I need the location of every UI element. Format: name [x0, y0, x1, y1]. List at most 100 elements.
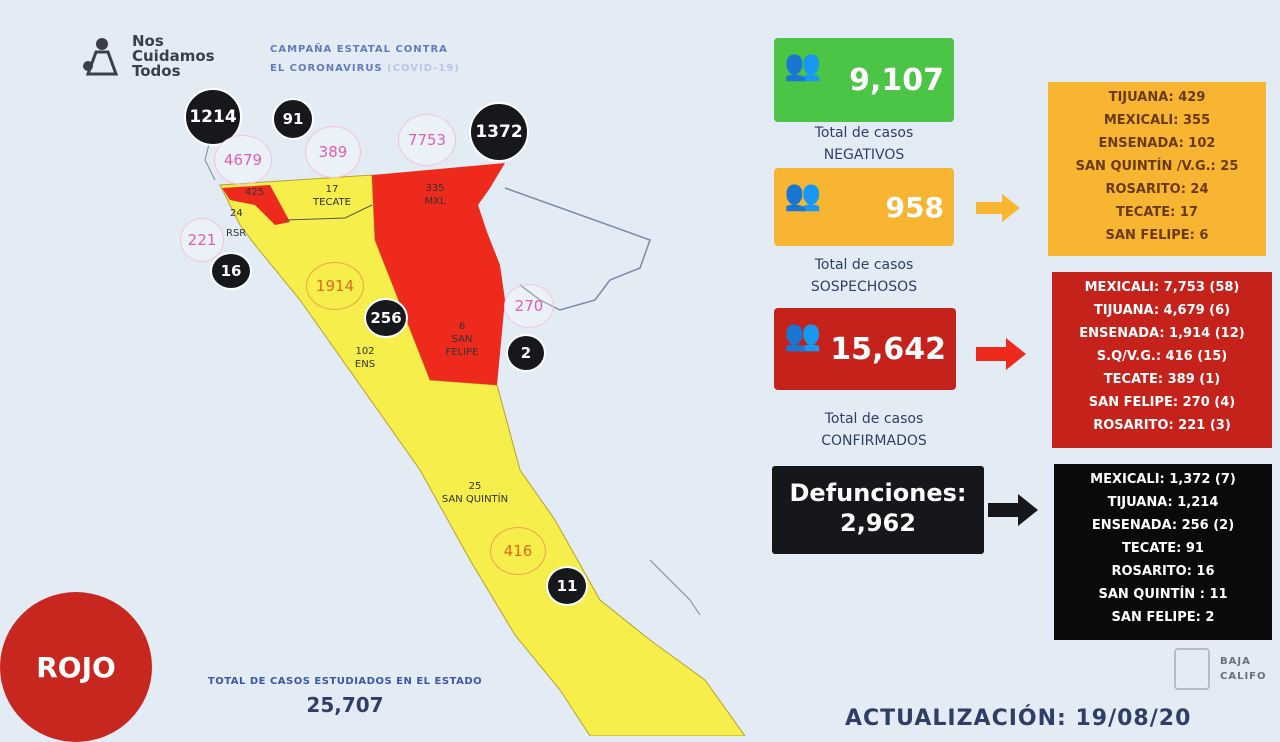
- people-icon: 👥: [784, 48, 822, 83]
- logo-text: Nos Cuidamos Todos: [132, 34, 215, 79]
- label-name: MXL: [424, 196, 446, 207]
- map-label-rosarito-num: 24: [230, 208, 243, 219]
- caption-line: Total de casos: [814, 257, 914, 273]
- death-bubble-san-quintin: 11: [546, 566, 588, 606]
- confirmed-by-city-list: MEXICALI: 7,753 (58) TIJUANA: 4,679 (6) …: [1052, 272, 1272, 448]
- list-item: ENSENADA: 102: [1098, 136, 1216, 151]
- map-label-san-quintin: 25 SAN QUINTÍN: [425, 480, 525, 506]
- confirmed-bubble-tecate: 389: [305, 126, 361, 178]
- update-date: ACTUALIZACIÓN: 19/08/20: [845, 706, 1192, 731]
- confirmed-bubble-mexicali: 7753: [398, 114, 456, 166]
- death-bubble-mexicali: 1372: [469, 102, 529, 162]
- list-item: ENSENADA: 256 (2): [1091, 518, 1235, 533]
- confirmed-value: 15,642: [830, 331, 946, 367]
- suspected-by-city-list: TIJUANA: 429 MEXICALI: 355 ENSENADA: 102…: [1048, 82, 1266, 256]
- map-region-mexicali: [372, 163, 505, 385]
- total-studied: TOTAL DE CASOS ESTUDIADOS EN EL ESTADO 2…: [190, 676, 500, 717]
- label-name: SAN QUINTÍN: [441, 494, 509, 505]
- death-bubble-san-felipe: 2: [506, 334, 546, 372]
- map-label-tecate: 17 TECATE: [310, 183, 354, 209]
- nos-cuidamos-logo-icon: [80, 34, 124, 76]
- list-item: TIJUANA: 429: [1108, 90, 1206, 105]
- people-icon: 👥: [784, 318, 822, 353]
- label-num: 25: [468, 481, 482, 492]
- list-item: TIJUANA: 1,214: [1107, 495, 1219, 510]
- list-item: ROSARITO: 24: [1105, 182, 1209, 197]
- state-logo-line: CALIFO: [1220, 671, 1267, 682]
- caption-line: Total de casos: [814, 125, 914, 141]
- list-item: ROSARITO: 16: [1111, 564, 1215, 579]
- label-num: 102: [355, 346, 375, 357]
- total-studied-label: TOTAL DE CASOS ESTUDIADOS EN EL ESTADO: [207, 676, 483, 687]
- label-name: TECATE: [313, 197, 351, 208]
- list-item: S.Q/V.G.: 416 (15): [1096, 349, 1228, 364]
- map-label-tijuana: 425: [245, 187, 265, 198]
- list-item: SAN FELIPE: 6: [1105, 228, 1209, 243]
- deaths-value: 2,962: [840, 509, 916, 537]
- confirmed-bubble-ensenada: 1914: [306, 262, 364, 310]
- map-island: [649, 559, 701, 616]
- list-item: ENSENADA: 1,914 (12): [1079, 326, 1245, 341]
- label-name: SAN FELIPE: [445, 334, 479, 358]
- caption-line: CONFIRMADOS: [821, 433, 927, 449]
- confirmed-cases-box: 👥 15,642: [774, 308, 956, 390]
- map-label-mexicali: 335 MXL: [415, 182, 455, 208]
- map-region-tijuana: [222, 185, 290, 225]
- map-line-tecate: [284, 204, 373, 221]
- map-label-ensenada: 102 ENS: [350, 345, 380, 371]
- list-item: SAN QUINTÍN /V.G.: 25: [1075, 159, 1239, 174]
- baja-california-seal-icon: [1174, 648, 1210, 690]
- state-logo-text: BAJA CALIFO: [1220, 654, 1267, 684]
- logo-line: Todos: [132, 62, 181, 80]
- suspected-caption: Total de casos SOSPECHOSOS: [774, 254, 954, 298]
- negative-cases-box: 👥 9,107: [774, 38, 954, 122]
- campaign-line2: EL CORONAVIRUS: [270, 63, 383, 74]
- list-item: TECATE: 17: [1116, 205, 1198, 220]
- death-bubble-rosarito: 16: [210, 252, 252, 290]
- confirmed-bubble-san-felipe: 270: [504, 284, 554, 328]
- confirmed-caption: Total de casos CONFIRMADOS: [774, 408, 974, 452]
- map-label-san-felipe: 6 SAN FELIPE: [432, 320, 492, 359]
- label-name: ENS: [354, 359, 376, 370]
- list-item: SAN FELIPE: 270 (4): [1088, 395, 1236, 410]
- death-bubble-ensenada: 256: [364, 298, 408, 338]
- list-item: SAN FELIPE: 2: [1111, 610, 1215, 625]
- deaths-box: Defunciones: 2,962: [772, 466, 984, 554]
- people-icon: 👥: [784, 178, 822, 213]
- campaign-tag: (COVID-19): [387, 63, 460, 74]
- list-item: TECATE: 389 (1): [1103, 372, 1221, 387]
- label-num: 17: [325, 184, 339, 195]
- campaign-line1: CAMPAÑA ESTATAL CONTRA: [270, 44, 448, 55]
- logo-line: Nos: [132, 32, 164, 50]
- list-item: TECATE: 91: [1122, 541, 1204, 556]
- deaths-by-city-list: MEXICALI: 1,372 (7) TIJUANA: 1,214 ENSEN…: [1054, 464, 1272, 640]
- arrow-right-icon: [988, 494, 1038, 526]
- list-item: MEXICALI: 355: [1103, 113, 1211, 128]
- list-item: ROSARITO: 221 (3): [1093, 418, 1231, 433]
- list-item: SAN QUINTÍN : 11: [1098, 587, 1228, 602]
- death-bubble-tecate: 91: [272, 98, 314, 140]
- list-item: MEXICALI: 7,753 (58): [1084, 280, 1240, 295]
- arrow-right-icon: [976, 338, 1026, 370]
- state-logo-line: BAJA: [1220, 656, 1251, 667]
- confirmed-bubble-rosarito: 221: [180, 218, 224, 262]
- confirmed-bubble-san-quintin: 416: [490, 527, 546, 575]
- negative-caption: Total de casos NEGATIVOS: [774, 122, 954, 166]
- label-num: 6: [458, 321, 466, 332]
- suspected-cases-box: 👥 958: [774, 168, 954, 246]
- baja-california-map: [204, 124, 746, 736]
- label-num: 335: [425, 183, 445, 194]
- list-item: MEXICALI: 1,372 (7): [1090, 472, 1236, 487]
- confirmed-bubble-tijuana: 4679: [214, 135, 272, 185]
- campaign-title: CAMPAÑA ESTATAL CONTRA EL CORONAVIRUS (C…: [270, 40, 460, 78]
- negative-value: 9,107: [849, 62, 944, 98]
- caption-line: SOSPECHOSOS: [810, 279, 918, 295]
- deaths-label: Defunciones:: [789, 479, 967, 507]
- alert-status-badge: ROJO: [0, 592, 152, 742]
- list-item: TIJUANA: 4,679 (6): [1093, 303, 1231, 318]
- logo-line: Cuidamos: [132, 47, 215, 65]
- total-studied-value: 25,707: [306, 693, 384, 717]
- suspected-value: 958: [885, 190, 944, 224]
- map-label-rosarito: RSR: [226, 228, 247, 239]
- caption-line: Total de casos: [824, 411, 924, 427]
